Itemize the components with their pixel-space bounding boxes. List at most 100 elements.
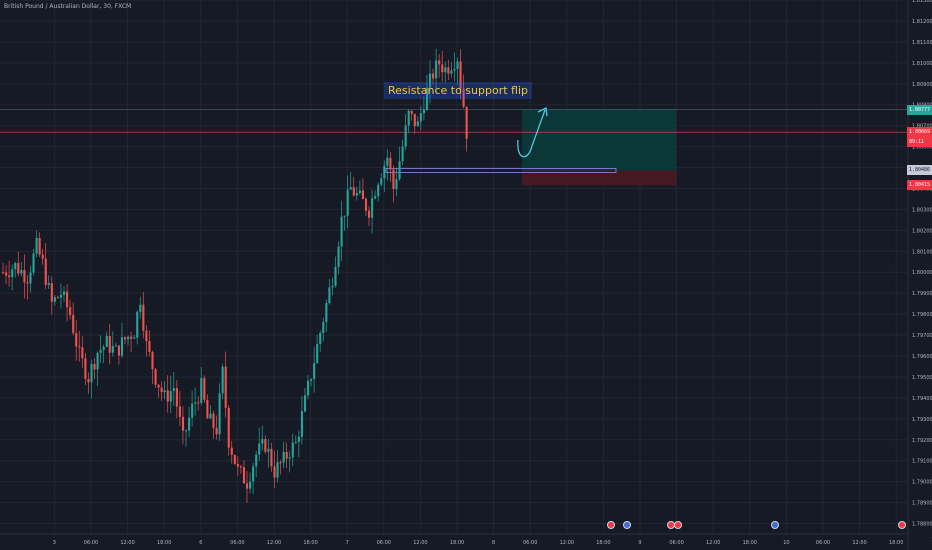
candle-body xyxy=(120,337,124,356)
candle-body xyxy=(233,454,236,464)
y-tick-label: 1.79400 xyxy=(912,396,932,402)
y-tick-label: 1.79200 xyxy=(912,438,932,444)
candle-body xyxy=(69,307,72,316)
candle-body xyxy=(221,366,224,394)
stop-zone xyxy=(522,170,676,186)
resistance-box xyxy=(385,168,617,173)
event-icon[interactable] xyxy=(674,521,682,529)
y-tick-label: 1.79800 xyxy=(912,312,932,318)
y-tick-label: 1.79300 xyxy=(912,417,932,423)
x-tick-label: 3 xyxy=(53,540,56,546)
event-icon[interactable] xyxy=(771,521,779,529)
x-tick-label: 06:00 xyxy=(669,540,683,546)
candle-body xyxy=(50,283,53,302)
x-tick-label: 18:00 xyxy=(157,540,171,546)
y-tick-label: 1.80200 xyxy=(912,228,932,234)
y-tick-label: 1.81000 xyxy=(912,61,932,67)
candle-body xyxy=(270,448,273,467)
candle-body xyxy=(191,403,194,418)
candle-body xyxy=(41,254,44,259)
x-tick-label: 06:00 xyxy=(816,540,830,546)
x-tick-label: 6 xyxy=(199,540,202,546)
event-icon[interactable] xyxy=(898,521,906,529)
candle-body xyxy=(29,272,32,284)
candle-body xyxy=(279,462,282,464)
candle-body xyxy=(352,187,355,196)
x-tick-label: 12:00 xyxy=(120,540,134,546)
y-tick-label: 1.78900 xyxy=(912,501,932,507)
x-tick-label: 18:00 xyxy=(450,540,464,546)
candle-body xyxy=(441,64,444,73)
candle-body xyxy=(114,345,117,347)
candle-body xyxy=(172,388,175,391)
candle-body xyxy=(5,272,8,276)
candle-body xyxy=(358,190,361,193)
projection-arrow xyxy=(517,109,546,158)
candle-body xyxy=(236,463,239,467)
candle-body xyxy=(194,402,197,404)
price-tag-entry: 1.80486 xyxy=(907,165,932,176)
candle-body xyxy=(288,457,291,459)
candle-body xyxy=(175,388,178,407)
candle-body xyxy=(108,335,111,353)
x-tick-label: 18:00 xyxy=(889,540,903,546)
candle-body xyxy=(282,452,285,463)
candle-body xyxy=(78,346,81,348)
candle-body xyxy=(328,287,331,304)
y-tick-label: 1.78800 xyxy=(912,522,932,528)
candle-body xyxy=(334,266,337,286)
candle-body xyxy=(285,452,288,459)
candle-body xyxy=(209,413,212,419)
candle-body xyxy=(178,406,181,417)
candle-body xyxy=(197,402,200,404)
candle-body xyxy=(72,315,75,334)
x-tick-label: 18:00 xyxy=(743,540,757,546)
candle-body xyxy=(212,413,215,428)
x-tick-label: 06:00 xyxy=(523,540,537,546)
y-tick-label: 1.81200 xyxy=(912,19,932,25)
y-tick-label: 1.80700 xyxy=(912,124,932,130)
candle-body xyxy=(127,336,130,340)
candle-body xyxy=(264,439,267,452)
candle-body xyxy=(14,262,17,270)
price-tag-current: 1.80669 xyxy=(907,127,932,138)
price-tag-stop: 1.80415 xyxy=(907,180,932,191)
candle-body xyxy=(465,106,468,139)
candle-body xyxy=(300,411,303,437)
candle-body xyxy=(154,369,157,385)
x-tick-label: 06:00 xyxy=(377,540,391,546)
target-zone xyxy=(522,109,676,171)
event-icon[interactable] xyxy=(623,521,631,529)
x-tick-label: 12:00 xyxy=(706,540,720,546)
candle-body xyxy=(307,380,310,396)
candle-body xyxy=(38,237,41,255)
candle-body xyxy=(368,210,371,218)
candle-body xyxy=(450,70,453,74)
candle-body xyxy=(291,442,294,458)
candle-body xyxy=(319,332,322,345)
event-icon[interactable] xyxy=(607,521,615,529)
x-tick-label: 7 xyxy=(346,540,349,546)
candle-body xyxy=(407,110,410,126)
candle-body xyxy=(246,483,249,489)
candle-body xyxy=(276,462,279,478)
candle-body xyxy=(157,384,160,388)
candle-body xyxy=(105,335,108,347)
candle-body xyxy=(429,73,432,88)
candle-body xyxy=(462,88,465,107)
candle-body xyxy=(90,364,93,383)
y-tick-label: 1.80100 xyxy=(912,249,932,255)
annotation-label[interactable]: Resistance to support flip xyxy=(384,82,533,99)
candle-body xyxy=(377,184,380,197)
x-tick-label: 12:00 xyxy=(267,540,281,546)
candle-body xyxy=(389,157,392,170)
candle-body xyxy=(267,448,270,452)
y-tick-label: 1.80900 xyxy=(912,82,932,88)
candle-body xyxy=(242,467,246,484)
candle-body xyxy=(81,347,84,359)
candle-body xyxy=(383,165,386,179)
candle-body xyxy=(310,378,313,381)
y-tick-label: 1.79900 xyxy=(912,291,932,297)
